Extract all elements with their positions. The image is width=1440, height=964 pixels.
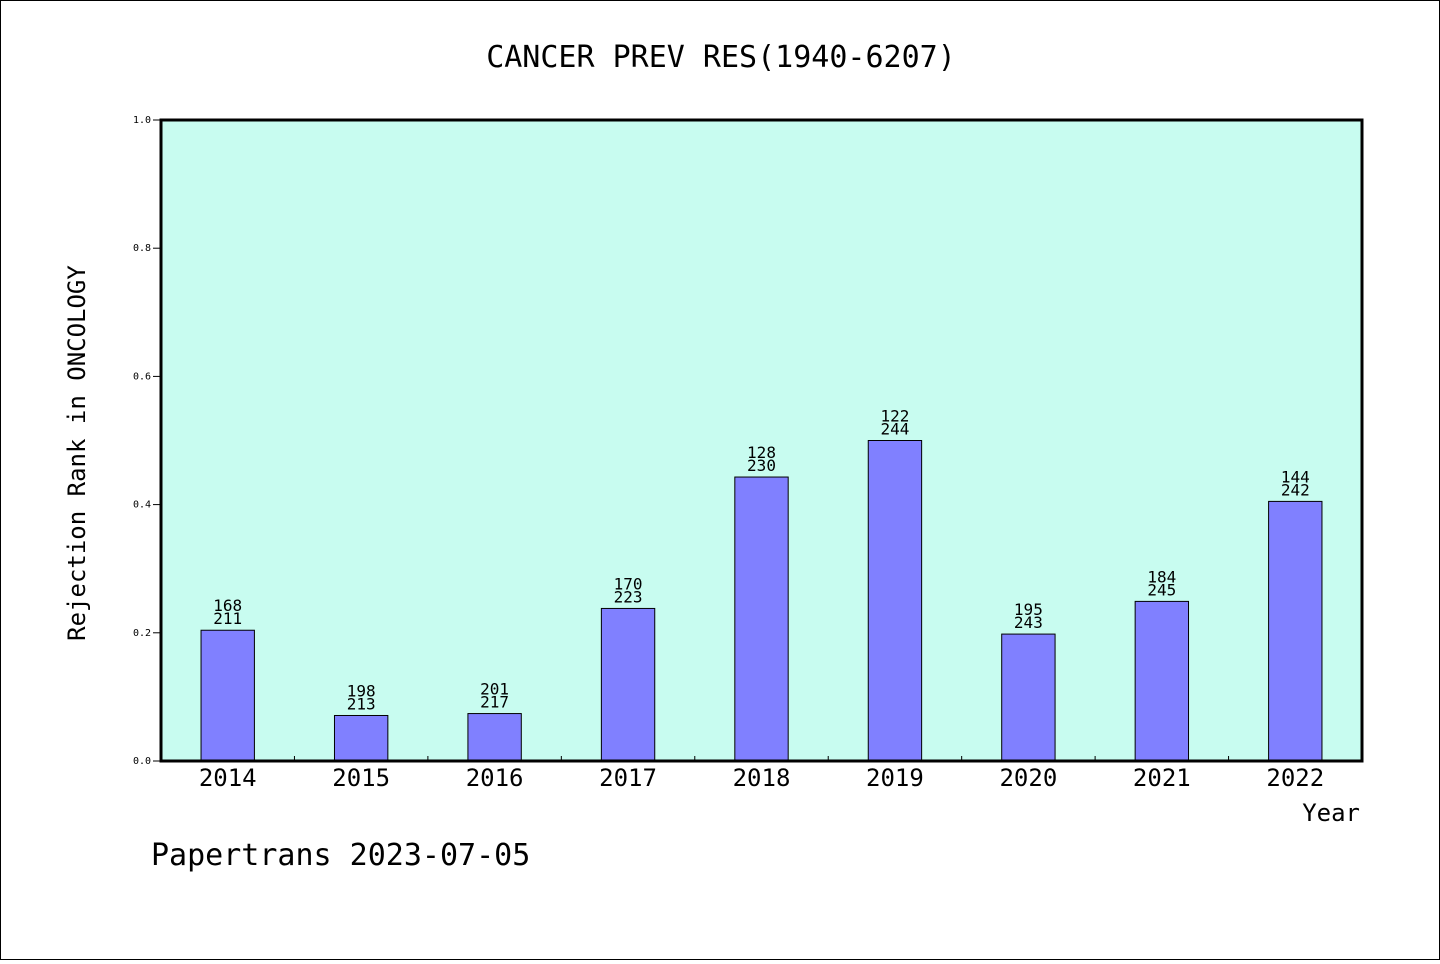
- bar-2020: [1001, 633, 1056, 762]
- data-label-bottom: 217: [480, 693, 509, 712]
- data-label-bottom: 211: [213, 609, 242, 628]
- bar-2019: [867, 440, 923, 762]
- bars: [200, 440, 1323, 762]
- bar-2016: [467, 713, 522, 762]
- data-label-bottom: 242: [1281, 480, 1310, 499]
- x-tick-label: 2016: [466, 764, 524, 792]
- data-label-top: 184: [1147, 567, 1176, 586]
- bar-2021: [1134, 600, 1190, 762]
- data-label-bottom: 243: [1014, 613, 1043, 632]
- data-label-top: 170: [614, 574, 643, 593]
- y-tick-label: 0.2: [133, 628, 151, 639]
- data-label-bottom: 213: [347, 694, 376, 713]
- data-label-bottom: 244: [880, 420, 909, 439]
- bar-2018: [734, 476, 789, 762]
- bar-2017: [600, 607, 656, 762]
- bar-2022: [1268, 500, 1323, 762]
- x-tick-label: 2019: [866, 764, 924, 792]
- x-tick-label: 2015: [332, 764, 390, 792]
- data-label-top: 168: [213, 596, 242, 615]
- bar-2015: [333, 714, 389, 762]
- x-tick-label: 2021: [1133, 764, 1191, 792]
- footer-text: Papertrans 2023-07-05: [151, 838, 530, 873]
- y-tick-label: 1.0: [133, 115, 151, 126]
- x-tick-label: 2014: [199, 764, 257, 792]
- x-tick-label: 2017: [599, 764, 657, 792]
- data-label-top: 198: [347, 681, 376, 700]
- y-tick-label: 0.4: [133, 500, 151, 511]
- data-label-bottom: 230: [747, 456, 776, 475]
- x-tick-label: 2018: [733, 764, 791, 792]
- data-label-top: 144: [1281, 467, 1310, 486]
- plot-border: [159, 118, 1364, 763]
- x-tick-label: 2022: [1266, 764, 1324, 792]
- data-label-top: 201: [480, 680, 509, 699]
- y-tick-label: 0.6: [133, 371, 151, 382]
- y-tick-label: 0.0: [133, 756, 151, 767]
- y-tick-label: 0.8: [133, 243, 151, 254]
- chart-title: CANCER PREV RES(1940-6207): [486, 40, 956, 75]
- y-axis-label: Rejection Rank in ONCOLOGY: [63, 265, 91, 641]
- bar-2014: [200, 629, 255, 762]
- data-label-top: 128: [747, 443, 776, 462]
- data-label-top: 195: [1014, 600, 1043, 619]
- data-label-top: 122: [880, 407, 909, 426]
- x-axis: 2014 2015 2016 2017 2018 2019 2020 2021 2022: [199, 764, 1324, 792]
- data-label-bottom: 223: [614, 587, 643, 606]
- y-axis: 0.0 0.2 0.4 0.6 0.8 1.0: [133, 115, 161, 767]
- data-label-bottom: 245: [1147, 580, 1176, 599]
- x-tick-label: 2020: [999, 764, 1057, 792]
- x-axis-label: Year: [1302, 799, 1360, 827]
- data-labels: 1682111982132012171702231282301222441952…: [213, 407, 1309, 714]
